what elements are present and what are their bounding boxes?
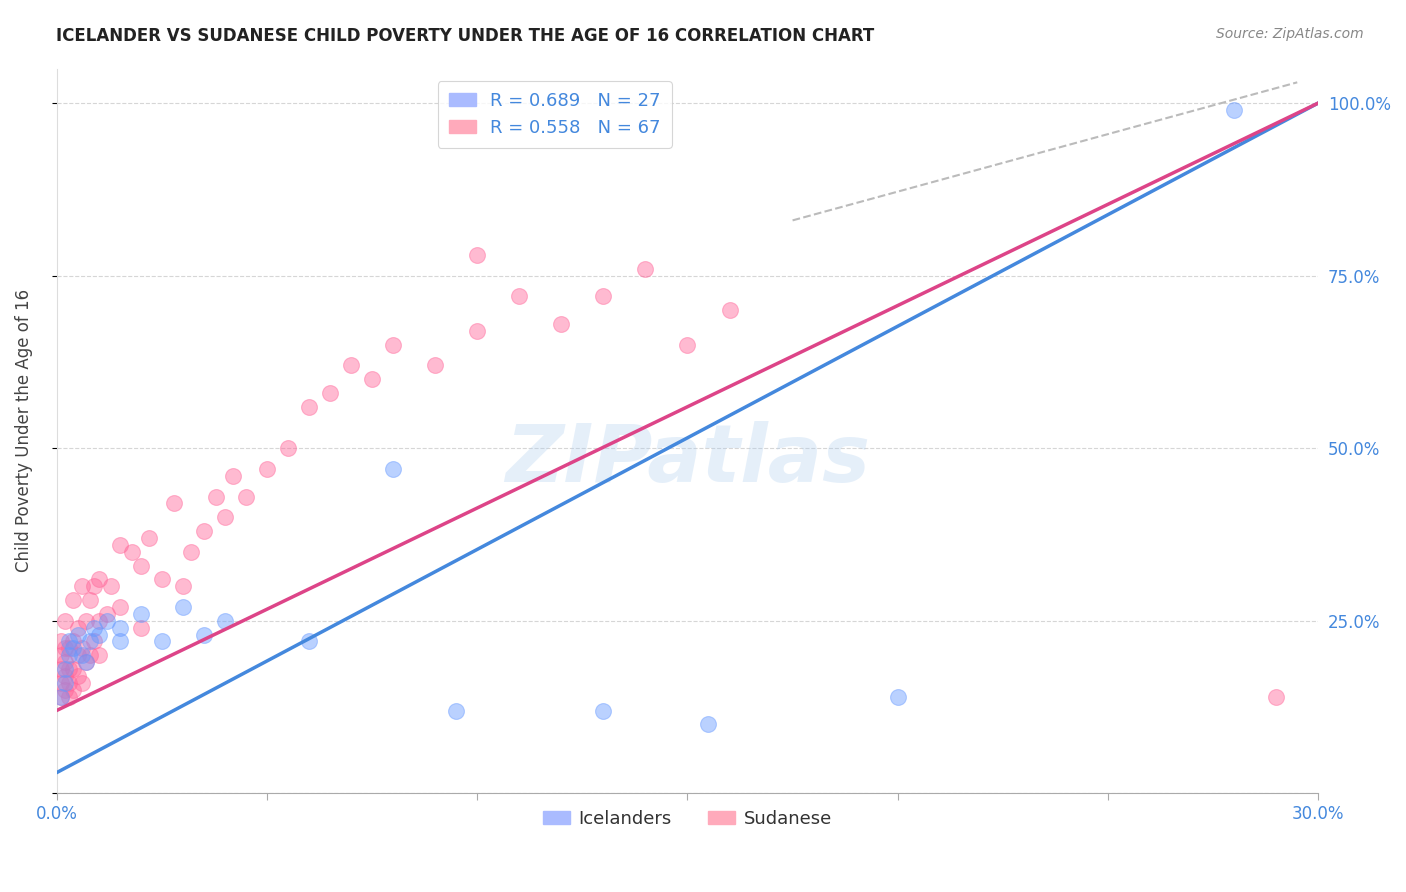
Point <box>79 648 101 663</box>
Point <box>53 682 76 697</box>
Point <box>53 614 76 628</box>
Text: ICELANDER VS SUDANESE CHILD POVERTY UNDER THE AGE OF 16 CORRELATION CHART: ICELANDER VS SUDANESE CHILD POVERTY UNDE… <box>56 27 875 45</box>
Point <box>222 468 245 483</box>
Point <box>150 634 173 648</box>
Point <box>298 400 321 414</box>
Point <box>66 627 89 641</box>
Point <box>83 621 105 635</box>
Point <box>382 462 405 476</box>
Text: Source: ZipAtlas.com: Source: ZipAtlas.com <box>1216 27 1364 41</box>
Point <box>592 289 614 303</box>
Point <box>49 690 72 704</box>
Point <box>49 634 72 648</box>
Point <box>340 359 363 373</box>
Point <box>193 524 215 538</box>
Point <box>62 634 84 648</box>
Point <box>163 496 186 510</box>
Point <box>53 662 76 676</box>
Point <box>75 614 97 628</box>
Point <box>108 634 131 648</box>
Point <box>214 510 236 524</box>
Point <box>172 599 194 614</box>
Point <box>1265 690 1288 704</box>
Point <box>70 641 93 656</box>
Point <box>53 655 76 669</box>
Point <box>58 662 80 676</box>
Point <box>129 621 152 635</box>
Point <box>87 614 110 628</box>
Point <box>235 490 257 504</box>
Point <box>87 648 110 663</box>
Legend: Icelanders, Sudanese: Icelanders, Sudanese <box>536 803 839 835</box>
Point <box>138 531 160 545</box>
Point <box>53 641 76 656</box>
Point <box>508 289 530 303</box>
Point <box>49 676 72 690</box>
Point <box>382 337 405 351</box>
Point <box>108 621 131 635</box>
Point <box>58 676 80 690</box>
Point <box>150 572 173 586</box>
Point <box>62 682 84 697</box>
Point <box>100 579 122 593</box>
Point <box>465 248 488 262</box>
Point <box>53 669 76 683</box>
Point <box>58 641 80 656</box>
Point <box>277 441 299 455</box>
Point <box>66 648 89 663</box>
Point <box>592 704 614 718</box>
Point <box>550 317 572 331</box>
Point <box>172 579 194 593</box>
Point <box>87 572 110 586</box>
Point <box>83 579 105 593</box>
Point <box>361 372 384 386</box>
Point <box>718 303 741 318</box>
Point <box>108 538 131 552</box>
Point <box>75 655 97 669</box>
Point <box>62 641 84 656</box>
Point <box>49 662 72 676</box>
Point <box>62 593 84 607</box>
Point <box>129 558 152 573</box>
Point <box>62 662 84 676</box>
Point <box>49 648 72 663</box>
Point <box>96 614 118 628</box>
Point <box>79 593 101 607</box>
Point <box>96 607 118 621</box>
Point <box>256 462 278 476</box>
Point <box>129 607 152 621</box>
Point <box>180 545 202 559</box>
Point <box>193 627 215 641</box>
Point <box>298 634 321 648</box>
Point <box>319 386 342 401</box>
Point <box>53 676 76 690</box>
Point <box>121 545 143 559</box>
Point <box>423 359 446 373</box>
Point <box>676 337 699 351</box>
Point <box>66 669 89 683</box>
Point <box>70 579 93 593</box>
Point <box>1223 103 1246 117</box>
Point <box>70 676 93 690</box>
Point <box>83 634 105 648</box>
Point <box>444 704 467 718</box>
Point <box>108 599 131 614</box>
Point <box>87 627 110 641</box>
Point <box>70 648 93 663</box>
Point <box>58 634 80 648</box>
Point <box>634 261 657 276</box>
Point <box>214 614 236 628</box>
Point <box>58 648 80 663</box>
Y-axis label: Child Poverty Under the Age of 16: Child Poverty Under the Age of 16 <box>15 289 32 573</box>
Point <box>75 655 97 669</box>
Point <box>58 690 80 704</box>
Point <box>465 324 488 338</box>
Point <box>697 717 720 731</box>
Text: ZIPatlas: ZIPatlas <box>505 421 870 499</box>
Point <box>66 621 89 635</box>
Point <box>886 690 908 704</box>
Point <box>79 634 101 648</box>
Point <box>205 490 228 504</box>
Point <box>49 690 72 704</box>
